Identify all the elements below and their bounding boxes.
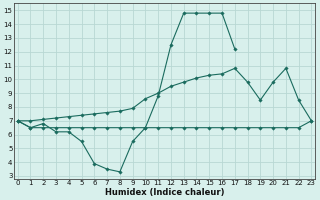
- X-axis label: Humidex (Indice chaleur): Humidex (Indice chaleur): [105, 188, 224, 197]
